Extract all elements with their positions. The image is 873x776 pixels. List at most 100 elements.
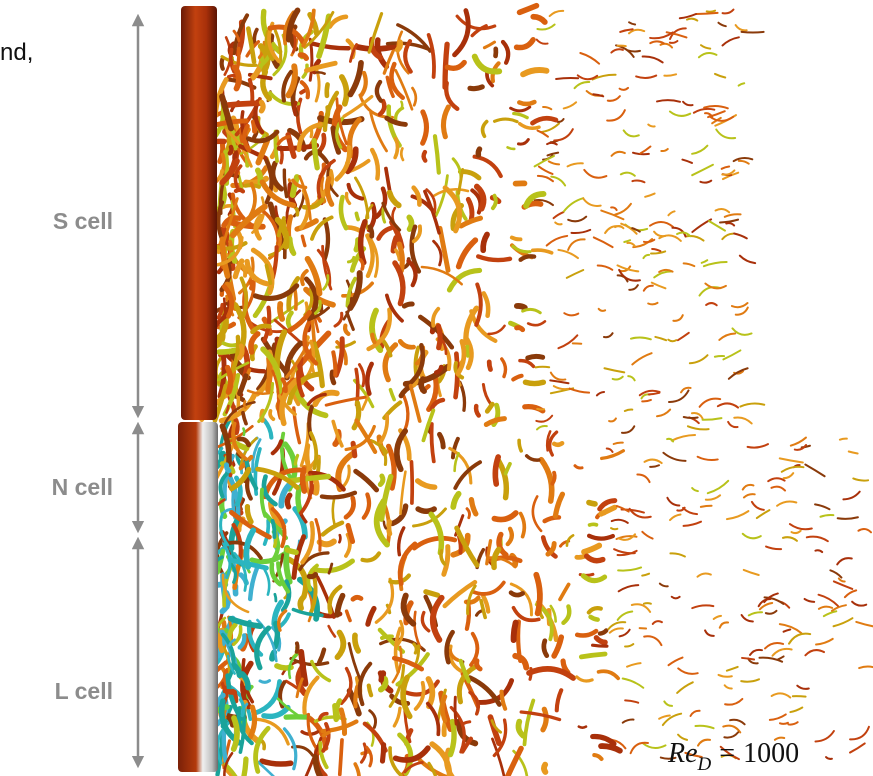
- vortex-tube: [453, 451, 460, 473]
- vortex-tube: [725, 222, 736, 227]
- vortex-tube: [279, 431, 293, 481]
- vortex-tube: [790, 529, 802, 535]
- vortex-tube: [217, 169, 224, 181]
- vortex-tube: [465, 344, 470, 358]
- vortex-tube: [401, 301, 415, 309]
- vortex-tube: [686, 17, 699, 22]
- vortex-tube: [277, 301, 286, 322]
- vortex-tube: [499, 689, 508, 711]
- vortex-tube: [270, 518, 277, 539]
- vortex-tube: [247, 564, 260, 602]
- vortex-tube: [613, 548, 636, 555]
- vortex-tube: [292, 286, 298, 311]
- vortex-tube: [251, 438, 262, 474]
- vortex-tube: [262, 518, 271, 546]
- vortex-tube: [476, 254, 513, 263]
- vortex-tube: [244, 258, 271, 287]
- vortex-tube: [629, 741, 649, 755]
- vortex-tube: [270, 439, 284, 456]
- vortex-tube: [593, 635, 608, 645]
- vortex-tube: [338, 194, 349, 231]
- vortex-tube: [446, 267, 483, 293]
- vortex-tube: [550, 175, 567, 187]
- vortex-tube: [321, 730, 331, 738]
- vortex-tube: [542, 105, 553, 111]
- vortex-tube: [741, 483, 755, 491]
- vortex-tube: [376, 225, 394, 241]
- vortex-tube: [580, 573, 608, 584]
- vortex-tube: [347, 270, 363, 311]
- vortex-tube: [316, 647, 327, 665]
- vortex-tube: [310, 215, 334, 241]
- vortex-tube: [781, 536, 798, 542]
- vortex-tube: [857, 528, 873, 534]
- vortex-tube: [628, 507, 652, 519]
- vortex-tube: [487, 714, 502, 747]
- vortex-tube: [643, 458, 663, 465]
- vortex-tube: [615, 505, 630, 513]
- vortex-tube: [647, 301, 659, 306]
- vortex-tube: [316, 538, 337, 548]
- vortex-tube: [278, 680, 287, 709]
- vortex-tube: [327, 562, 334, 575]
- vortex-tube: [353, 684, 360, 709]
- vortex-tube: [315, 575, 336, 619]
- vortex-tube: [317, 711, 329, 722]
- vortex-tube: [321, 722, 331, 753]
- vortex-tube: [250, 247, 275, 295]
- vortex-tube: [388, 387, 396, 402]
- vortex-tube: [682, 506, 699, 516]
- vortex-tube: [586, 606, 603, 615]
- vortex-tube: [622, 129, 640, 138]
- vortex-tube: [668, 513, 682, 522]
- vortex-tube: [631, 179, 646, 184]
- vortex-tube: [628, 21, 637, 26]
- vortex-tube: [616, 610, 634, 621]
- vortex-tube: [636, 473, 651, 484]
- vortex-tube: [684, 751, 703, 758]
- vortex-tube: [579, 51, 601, 65]
- vortex-tube: [600, 449, 626, 461]
- vortex-tube: [289, 174, 300, 198]
- vortex-tube: [396, 241, 405, 274]
- vortex-tube: [377, 676, 389, 693]
- vortex-tube: [598, 743, 623, 754]
- vortex-tube: [684, 235, 705, 242]
- vortex-tube: [292, 506, 308, 540]
- vortex-tube: [771, 647, 793, 657]
- vortex-tube: [768, 713, 787, 721]
- vortex-tube: [747, 611, 764, 617]
- vortex-tube: [357, 363, 366, 388]
- vortex-tube: [565, 534, 575, 547]
- vortex-tube: [332, 703, 339, 723]
- vortex-tube: [255, 137, 271, 166]
- vortex-tube: [373, 498, 390, 548]
- vortex-tube: [510, 619, 519, 644]
- vortex-tube: [526, 666, 577, 681]
- vortex-tube: [423, 589, 441, 598]
- vortex-tube: [423, 189, 441, 235]
- vortex-tube: [466, 584, 477, 616]
- vortex-tube: [773, 736, 786, 741]
- vortex-tube: [814, 730, 835, 743]
- vortex-tube: [335, 340, 356, 349]
- vortex-tube: [621, 718, 635, 724]
- vortex-tube: [324, 176, 335, 207]
- vortex-tube: [852, 477, 870, 482]
- vortex-tube: [716, 402, 740, 409]
- vortex-tube: [412, 507, 447, 528]
- vortex-tube: [450, 490, 462, 510]
- vortex-tube: [400, 674, 413, 720]
- vortex-tube: [394, 39, 404, 53]
- vortex-tube: [620, 425, 636, 434]
- vortex-tube: [770, 485, 787, 492]
- vortex-tube: [541, 638, 550, 659]
- vortex-tube: [617, 584, 640, 593]
- vortex-tube: [327, 624, 337, 638]
- vortex-tube: [618, 628, 631, 638]
- vortex-tube: [706, 479, 730, 495]
- vortex-tube: [487, 324, 506, 336]
- vortex-tube: [616, 264, 640, 273]
- vortex-tube: [444, 747, 455, 776]
- vortex-tube: [238, 698, 246, 718]
